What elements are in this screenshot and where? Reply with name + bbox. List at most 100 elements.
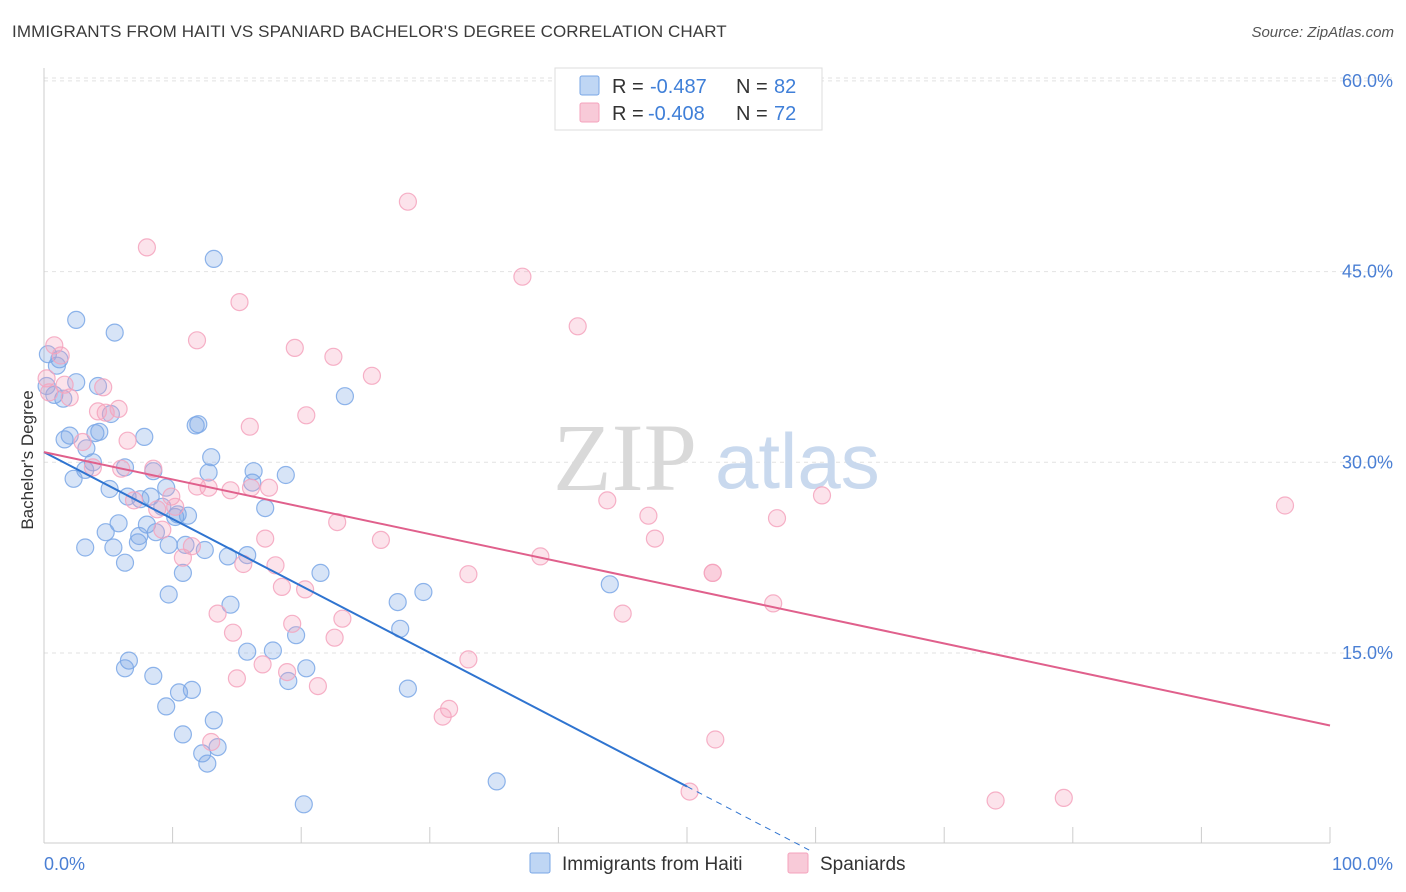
point-haiti	[199, 463, 218, 482]
point-haiti	[202, 448, 221, 467]
point-haiti	[221, 595, 240, 614]
point-haiti	[173, 563, 192, 583]
point-spaniards	[153, 520, 172, 539]
chart-title: IMMIGRANTS FROM HAITI VS SPANIARD BACHEL…	[12, 22, 727, 41]
point-spaniards	[223, 623, 243, 642]
point-spaniards	[459, 650, 478, 669]
point-spaniards	[513, 267, 532, 286]
point-spaniards	[986, 791, 1005, 810]
point-haiti	[388, 592, 407, 612]
point-spaniards	[308, 676, 327, 696]
point-haiti	[263, 641, 282, 660]
point-spaniards	[144, 459, 163, 478]
point-haiti	[311, 563, 330, 583]
point-haiti	[159, 585, 178, 604]
point-spaniards	[266, 556, 285, 575]
point-spaniards	[37, 369, 56, 388]
point-spaniards	[272, 577, 291, 597]
point-spaniards	[253, 655, 272, 674]
point-spaniards	[124, 491, 144, 510]
stats-legend: R = -0.487 N = 82 R = -0.408 N = 72	[554, 67, 823, 131]
point-spaniards	[706, 730, 725, 749]
point-haiti	[178, 506, 198, 525]
point-spaniards	[371, 530, 390, 550]
series-label-spaniards: Spaniards	[820, 854, 906, 875]
point-haiti	[276, 465, 295, 485]
x-tick-label: 100.0%	[1332, 854, 1393, 874]
y-axis-tick-labels: 15.0% 30.0% 45.0% 60.0%	[1342, 71, 1393, 663]
point-spaniards	[459, 565, 478, 584]
legend-r-label-haiti: R =	[612, 76, 644, 98]
point-spaniards	[73, 432, 92, 452]
legend-r-value-haiti: -0.487	[650, 76, 707, 98]
point-spaniards	[1275, 496, 1295, 515]
point-spaniards	[325, 628, 344, 647]
point-haiti	[294, 795, 313, 814]
point-spaniards	[39, 383, 59, 402]
point-haiti	[157, 478, 176, 497]
point-haiti	[128, 533, 147, 552]
point-spaniards	[256, 529, 275, 548]
point-spaniards	[109, 399, 128, 418]
point-spaniards	[440, 699, 459, 719]
point-haiti	[109, 514, 128, 533]
point-haiti	[67, 373, 86, 392]
point-haiti	[157, 697, 176, 716]
point-spaniards	[94, 378, 113, 397]
series-legend: Immigrants from Haiti Spaniards	[529, 852, 906, 875]
point-spaniards	[285, 338, 304, 357]
point-haiti	[64, 469, 83, 488]
legend-n-value-haiti: 82	[774, 76, 796, 98]
trend-lines	[43, 451, 1331, 851]
point-spaniards	[1054, 788, 1073, 808]
legend-n-value-spaniards: 72	[774, 103, 796, 125]
point-spaniards	[398, 192, 417, 211]
y-tick-label: 15.0%	[1342, 643, 1393, 663]
point-spaniards	[362, 366, 381, 385]
point-spaniards	[148, 500, 167, 519]
point-spaniards	[645, 529, 665, 548]
point-spaniards	[227, 669, 246, 688]
point-spaniards	[259, 478, 279, 497]
point-spaniards	[568, 317, 587, 336]
point-spaniards	[88, 402, 108, 421]
point-spaniards	[703, 563, 722, 583]
point-spaniards	[241, 478, 261, 497]
point-spaniards	[202, 732, 221, 752]
point-haiti	[198, 754, 217, 773]
point-spaniards	[187, 331, 207, 350]
watermark: ZIP atlas	[553, 404, 880, 511]
point-haiti	[105, 323, 124, 342]
trend-line-haiti	[43, 451, 688, 788]
legend-n-label-haiti: N =	[736, 76, 768, 98]
point-haiti	[414, 582, 433, 602]
x-axis-tick-labels: 0.0% 100.0%	[44, 854, 1393, 874]
point-haiti	[487, 772, 506, 791]
point-spaniards	[208, 604, 227, 623]
point-haiti	[96, 523, 115, 542]
point-haiti	[173, 725, 192, 744]
point-spaniards	[639, 506, 658, 525]
point-spaniards	[297, 406, 316, 425]
y-tick-label: 30.0%	[1342, 452, 1393, 472]
point-haiti	[135, 427, 154, 446]
point-spaniards	[60, 388, 79, 407]
point-haiti	[287, 626, 306, 645]
point-haiti	[398, 679, 417, 698]
legend-swatch-haiti	[579, 75, 600, 96]
point-haiti	[204, 249, 223, 268]
x-tick-label: 0.0%	[44, 854, 85, 874]
watermark-zip: ZIP	[553, 404, 697, 511]
point-haiti	[159, 535, 178, 555]
point-haiti	[76, 538, 95, 557]
series-swatch-haiti	[529, 852, 551, 874]
point-haiti	[182, 680, 201, 700]
point-haiti	[144, 666, 163, 686]
series-label-haiti: Immigrants from Haiti	[562, 854, 743, 875]
point-haiti	[115, 553, 135, 572]
point-spaniards	[812, 486, 832, 505]
point-haiti	[115, 659, 135, 678]
point-spaniards	[767, 509, 787, 528]
point-spaniards	[296, 580, 315, 599]
